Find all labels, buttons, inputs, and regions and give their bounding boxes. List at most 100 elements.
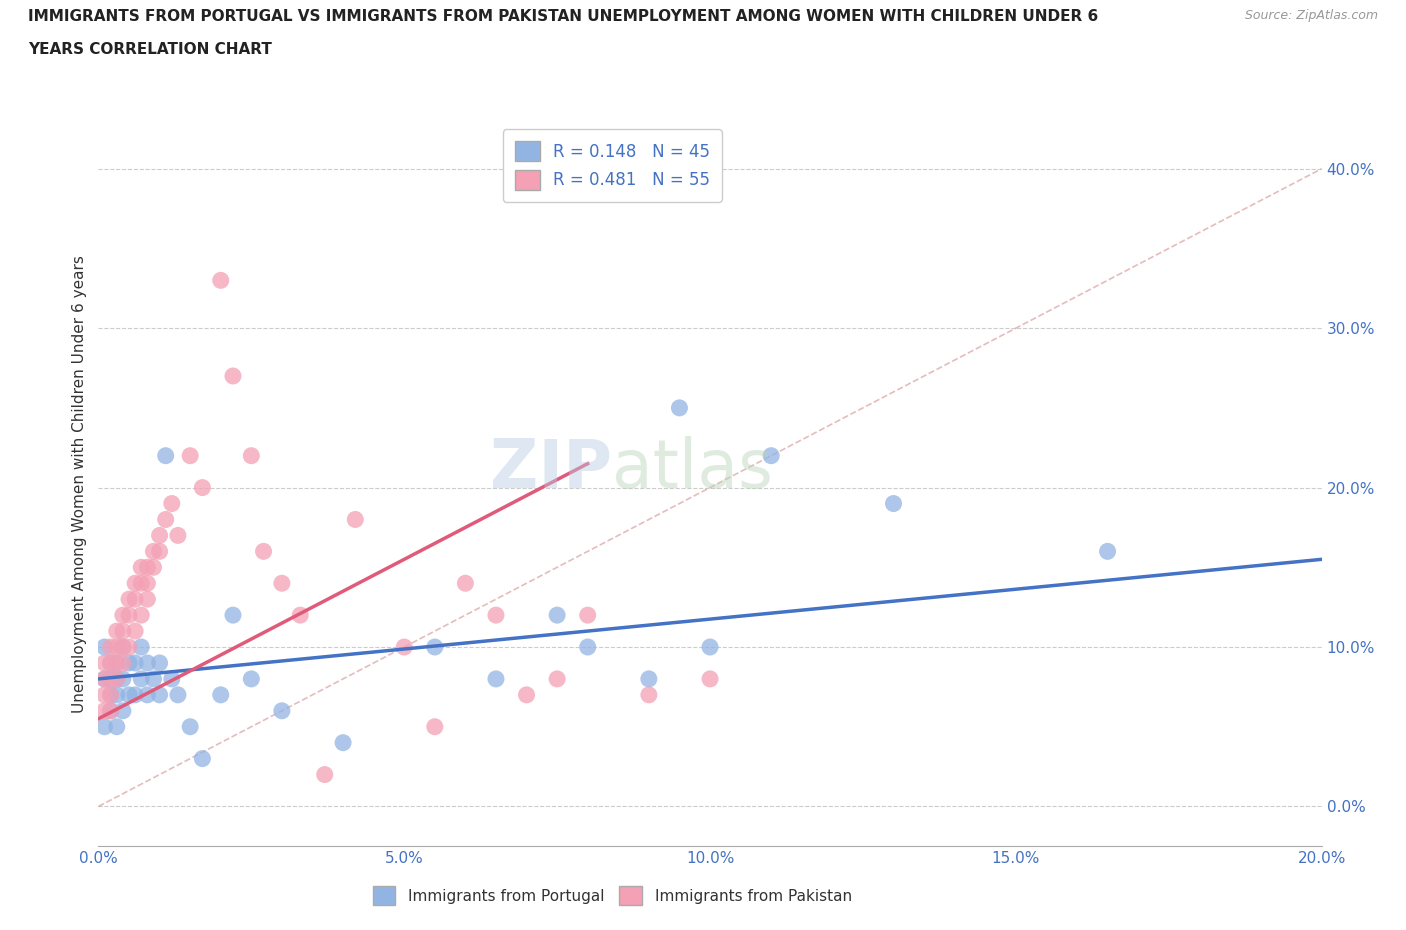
Point xyxy=(100,703,122,718)
Point xyxy=(93,719,115,734)
Point xyxy=(759,448,782,463)
Point xyxy=(136,656,159,671)
Point xyxy=(668,401,690,416)
Point xyxy=(423,640,446,655)
Text: ZIP: ZIP xyxy=(491,436,612,502)
Point xyxy=(160,496,183,511)
Point xyxy=(136,576,159,591)
Point xyxy=(93,687,115,702)
Point xyxy=(209,687,232,702)
Point xyxy=(118,687,141,702)
Point xyxy=(105,719,128,734)
Point xyxy=(93,656,115,671)
Point xyxy=(111,624,134,639)
Point xyxy=(155,448,177,463)
Point xyxy=(576,640,599,655)
Point xyxy=(699,671,721,686)
Point xyxy=(105,656,128,671)
Point xyxy=(222,368,245,383)
Point xyxy=(129,640,152,655)
Point xyxy=(270,576,292,591)
Point xyxy=(222,607,245,622)
Point xyxy=(100,687,122,702)
Point xyxy=(149,544,172,559)
Point xyxy=(344,512,367,527)
Point xyxy=(454,576,477,591)
Text: Source: ZipAtlas.com: Source: ZipAtlas.com xyxy=(1244,9,1378,22)
Point xyxy=(93,671,115,686)
Point xyxy=(93,671,115,686)
Point xyxy=(637,687,661,702)
Point xyxy=(160,671,183,686)
Point xyxy=(105,640,128,655)
Point xyxy=(129,560,152,575)
Point xyxy=(100,703,122,718)
Point xyxy=(155,512,177,527)
Point xyxy=(485,607,508,622)
Point xyxy=(637,671,661,686)
Point xyxy=(699,640,721,655)
Point xyxy=(124,687,146,702)
Point xyxy=(167,528,190,543)
Point xyxy=(111,640,134,655)
Point xyxy=(124,576,146,591)
Point xyxy=(191,751,214,766)
Point xyxy=(93,703,115,718)
Point xyxy=(129,607,152,622)
Point xyxy=(111,607,134,622)
Point xyxy=(124,656,146,671)
Point xyxy=(105,671,128,686)
Point xyxy=(516,687,538,702)
Point xyxy=(209,272,232,287)
Point xyxy=(179,448,201,463)
Point xyxy=(485,671,508,686)
Y-axis label: Unemployment Among Women with Children Under 6 years: Unemployment Among Women with Children U… xyxy=(72,255,87,712)
Point xyxy=(111,703,134,718)
Point xyxy=(191,480,214,495)
Point xyxy=(118,591,141,606)
Point xyxy=(142,544,165,559)
Point xyxy=(100,671,122,686)
Point xyxy=(100,671,122,686)
Point xyxy=(179,719,201,734)
Point xyxy=(290,607,312,622)
Point xyxy=(142,671,165,686)
Point xyxy=(129,671,152,686)
Point xyxy=(136,687,159,702)
Point xyxy=(124,624,146,639)
Point xyxy=(546,671,568,686)
Point xyxy=(100,640,122,655)
Point xyxy=(136,591,159,606)
Point xyxy=(423,719,446,734)
Point xyxy=(111,656,134,671)
Point xyxy=(124,591,146,606)
Text: atlas: atlas xyxy=(612,436,773,502)
Point xyxy=(105,624,128,639)
Point xyxy=(252,544,274,559)
Point xyxy=(111,640,134,655)
Point xyxy=(240,671,263,686)
Point xyxy=(100,656,122,671)
Point xyxy=(111,671,134,686)
Point xyxy=(1097,544,1119,559)
Legend: Immigrants from Portugal, Immigrants from Pakistan: Immigrants from Portugal, Immigrants fro… xyxy=(367,881,858,911)
Point xyxy=(240,448,263,463)
Point xyxy=(129,576,152,591)
Point xyxy=(149,656,172,671)
Point xyxy=(167,687,190,702)
Point xyxy=(270,703,292,718)
Text: YEARS CORRELATION CHART: YEARS CORRELATION CHART xyxy=(28,42,271,57)
Point xyxy=(105,687,128,702)
Point xyxy=(149,687,172,702)
Point xyxy=(576,607,599,622)
Point xyxy=(883,496,905,511)
Point xyxy=(118,640,141,655)
Point xyxy=(314,767,336,782)
Point xyxy=(149,528,172,543)
Point xyxy=(118,607,141,622)
Point xyxy=(105,671,128,686)
Point xyxy=(546,607,568,622)
Point xyxy=(392,640,416,655)
Point xyxy=(100,656,122,671)
Point xyxy=(332,736,354,751)
